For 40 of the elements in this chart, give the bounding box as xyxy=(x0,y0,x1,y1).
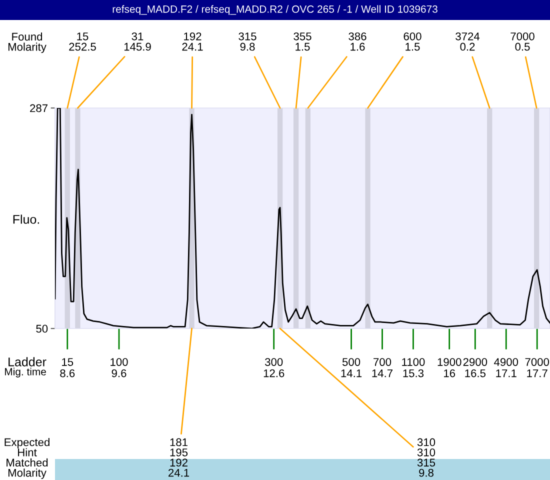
y-tick-label: 287 xyxy=(30,104,48,112)
text: 1900 xyxy=(438,358,462,366)
x-tick-label: 12.6 xyxy=(264,369,284,378)
band-label: 192 24.1 xyxy=(182,32,203,51)
band-label: 3724 0.2 xyxy=(456,32,480,51)
chart-title: refseq_MADD.F2 / refseq_MADD.R2 / OVC 265 / -1 / Well ID 1039673 xyxy=(112,5,438,15)
x-tick-label: 9.6 xyxy=(112,369,126,378)
text: 4900 xyxy=(494,358,518,366)
text: 1100 xyxy=(402,358,425,366)
x-tick-label: 14.1 xyxy=(341,369,362,378)
x-axis-title: Mig. time xyxy=(5,368,46,378)
x-tick-label: 17.7 xyxy=(527,369,548,378)
x-tick-label: 16.5 xyxy=(465,369,486,378)
text: 100 xyxy=(110,358,128,366)
band-label: 7000 0.5 xyxy=(510,32,534,51)
text: 300 xyxy=(265,358,283,366)
band-label: 600 1.5 xyxy=(404,32,422,51)
band-label: 386 1.6 xyxy=(348,32,366,51)
text: 500 xyxy=(342,358,360,366)
text: 2900 xyxy=(463,358,488,366)
text: 7000 xyxy=(525,358,550,366)
x-tick-label: 14.7 xyxy=(372,369,393,378)
x-tick-label: 8.6 xyxy=(60,369,75,378)
text: Ladder xyxy=(8,357,46,366)
x-tick-label: 15.3 xyxy=(403,369,424,378)
y-tick-label: 50 xyxy=(36,324,48,333)
annotation: 181 195 192 24.1 xyxy=(168,438,190,477)
x-tick-label: 16 xyxy=(444,369,456,378)
text: 700 xyxy=(374,358,392,366)
text: 15 xyxy=(62,358,74,366)
annotation: 310 310 315 9.8 xyxy=(417,438,436,477)
text: Expected Hint Matched Molarity xyxy=(4,438,50,479)
x-tick-label: 17.1 xyxy=(496,369,516,378)
band-label: 355 1.5 xyxy=(294,32,312,51)
text: Found Molarity xyxy=(8,32,46,53)
band-label: 31 145.9 xyxy=(124,32,151,51)
line-series xyxy=(55,108,550,328)
band-label: 315 9.8 xyxy=(238,32,256,51)
band-label: 15 252.5 xyxy=(69,32,96,51)
y-axis-title: Fluo. xyxy=(13,214,40,224)
